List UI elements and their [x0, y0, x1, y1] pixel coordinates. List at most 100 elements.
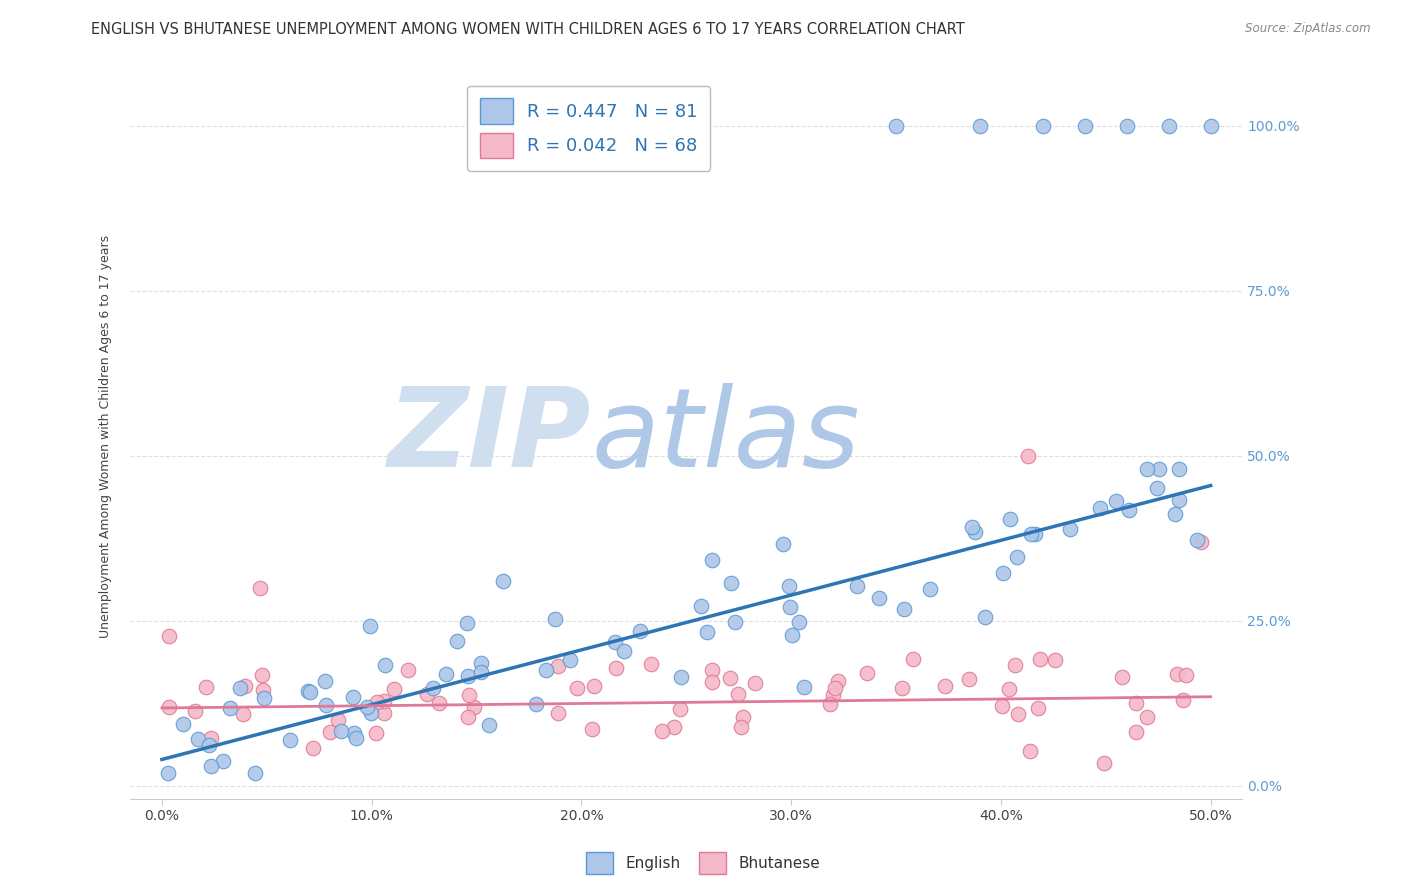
- Point: [547, 659, 569, 673]
- Point: [458, 688, 481, 702]
- Point: [374, 657, 396, 672]
- Point: [998, 512, 1021, 526]
- Point: [702, 553, 724, 567]
- Point: [1185, 533, 1208, 547]
- Point: [582, 679, 605, 693]
- Point: [298, 685, 321, 699]
- Point: [628, 624, 651, 639]
- Point: [1157, 119, 1180, 133]
- Point: [524, 697, 547, 711]
- Point: [382, 682, 405, 697]
- Point: [827, 674, 849, 689]
- Point: [492, 574, 515, 588]
- Point: [1043, 653, 1066, 667]
- Point: [612, 644, 634, 658]
- Point: [778, 579, 800, 593]
- Point: [344, 731, 367, 745]
- Point: [329, 723, 352, 738]
- Point: [1199, 119, 1222, 133]
- Point: [315, 698, 337, 712]
- Point: [314, 674, 336, 689]
- Point: [1104, 494, 1126, 508]
- Point: [696, 625, 718, 640]
- Point: [436, 667, 458, 681]
- Point: [342, 690, 364, 704]
- Point: [184, 704, 207, 718]
- Point: [534, 663, 557, 677]
- Point: [702, 674, 724, 689]
- Point: [669, 702, 692, 716]
- Point: [326, 714, 349, 728]
- Point: [845, 579, 868, 593]
- Point: [1007, 707, 1029, 722]
- Point: [993, 566, 1015, 580]
- Text: ENGLISH VS BHUTANESE UNEMPLOYMENT AMONG WOMEN WITH CHILDREN AGES 6 TO 17 YEARS C: ENGLISH VS BHUTANESE UNEMPLOYMENT AMONG …: [91, 22, 965, 37]
- Point: [603, 635, 626, 649]
- Point: [605, 661, 627, 675]
- Point: [1005, 549, 1028, 564]
- Point: [157, 700, 180, 714]
- Point: [1111, 670, 1133, 684]
- Point: [651, 724, 673, 739]
- Point: [824, 681, 846, 696]
- Point: [727, 687, 749, 701]
- Point: [373, 706, 395, 721]
- Point: [733, 710, 755, 724]
- Point: [194, 680, 217, 694]
- Point: [278, 733, 301, 747]
- Text: Source: ZipAtlas.com: Source: ZipAtlas.com: [1246, 22, 1371, 36]
- Point: [297, 684, 319, 698]
- Point: [1115, 119, 1137, 133]
- Point: [1004, 657, 1026, 672]
- Point: [318, 725, 340, 739]
- Point: [998, 682, 1021, 697]
- Point: [782, 628, 804, 642]
- Point: [1147, 462, 1170, 476]
- Point: [718, 671, 741, 685]
- Point: [219, 701, 242, 715]
- Point: [934, 679, 956, 693]
- Point: [893, 602, 915, 616]
- Point: [470, 665, 492, 680]
- Point: [823, 688, 845, 702]
- Point: [744, 676, 766, 690]
- Point: [1074, 119, 1097, 133]
- Point: [1090, 501, 1112, 516]
- Point: [918, 582, 941, 597]
- Point: [544, 612, 567, 626]
- Point: [1024, 527, 1046, 541]
- Point: [253, 690, 276, 705]
- Point: [422, 681, 444, 696]
- Point: [1146, 481, 1168, 495]
- Point: [156, 765, 179, 780]
- Point: [720, 576, 742, 591]
- Point: [211, 754, 233, 768]
- Point: [1019, 526, 1042, 541]
- Point: [869, 591, 891, 605]
- Point: [243, 765, 266, 780]
- Point: [359, 618, 381, 632]
- Point: [250, 668, 273, 682]
- Point: [200, 758, 222, 772]
- Point: [478, 718, 501, 732]
- Point: [662, 720, 685, 734]
- Point: [1017, 449, 1039, 463]
- Point: [963, 525, 986, 540]
- Point: [1163, 507, 1185, 521]
- Point: [302, 741, 325, 756]
- Point: [364, 726, 387, 740]
- Point: [1032, 119, 1054, 133]
- Point: [990, 699, 1012, 714]
- Point: [690, 599, 713, 613]
- Point: [565, 681, 588, 695]
- Point: [1173, 693, 1195, 707]
- Point: [640, 657, 662, 671]
- Point: [232, 707, 254, 722]
- Point: [890, 681, 912, 695]
- Point: [252, 683, 274, 698]
- Point: [200, 731, 222, 745]
- Point: [1026, 700, 1049, 714]
- Text: ZIP: ZIP: [388, 383, 592, 490]
- Text: atlas: atlas: [592, 383, 860, 490]
- Point: [457, 669, 479, 683]
